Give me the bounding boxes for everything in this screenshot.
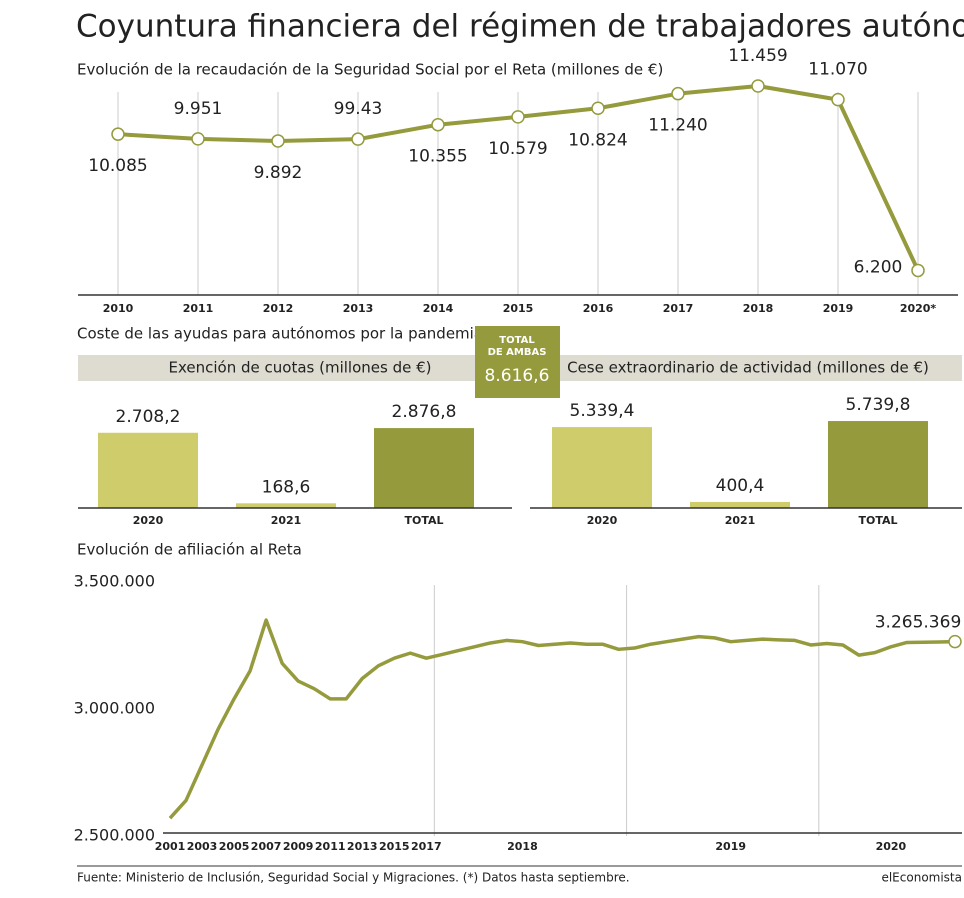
value-label: 400,4 bbox=[716, 476, 765, 496]
header-band bbox=[530, 355, 962, 381]
point bbox=[671, 86, 685, 101]
x-tick-label: 2003 bbox=[187, 840, 218, 853]
bar bbox=[98, 432, 198, 508]
point bbox=[271, 134, 285, 148]
value-label: 10.579 bbox=[488, 139, 547, 159]
bar bbox=[236, 503, 336, 508]
chart-title: Exención de cuotas (millones de €) bbox=[169, 359, 432, 377]
x-tick-label: 2013 bbox=[343, 302, 374, 315]
value-label: 99.43 bbox=[334, 99, 383, 119]
x-tick-label: 2015 bbox=[379, 840, 410, 853]
value-label: 9.892 bbox=[254, 163, 303, 183]
brand: elEconomista bbox=[881, 871, 962, 885]
value-label: 10.085 bbox=[88, 156, 147, 176]
point bbox=[591, 101, 605, 116]
chart-title: Cese extraordinario de actividad (millon… bbox=[567, 359, 929, 377]
point bbox=[831, 92, 845, 107]
x-tick-label: 2014 bbox=[423, 302, 454, 315]
x-tick-label: 2018 bbox=[507, 840, 538, 853]
x-tick-label: 2005 bbox=[219, 840, 250, 853]
x-tick-label: 2011 bbox=[183, 302, 214, 315]
chart-title: Evolución de afiliación al Reta bbox=[77, 541, 302, 559]
title: Coyuntura financiera del régimen de trab… bbox=[76, 9, 964, 45]
point bbox=[431, 117, 445, 132]
bar bbox=[374, 428, 474, 508]
x-tick-label: 2015 bbox=[503, 302, 534, 315]
x-tick-label: 2010 bbox=[103, 302, 134, 315]
x-tick-label: 2020 bbox=[876, 840, 907, 853]
value-label: 5.339,4 bbox=[570, 401, 635, 421]
point bbox=[751, 79, 765, 93]
source: Fuente: Ministerio de Inclusión, Segurid… bbox=[77, 871, 630, 885]
point bbox=[911, 263, 925, 278]
y-tick-label: 2.500.000 bbox=[74, 826, 155, 845]
x-tick-label: 2012 bbox=[263, 302, 294, 315]
x-tick-label: 2011 bbox=[315, 840, 346, 853]
x-tick-label: 2001 bbox=[155, 840, 186, 853]
x-tick-label: 2020 bbox=[587, 514, 618, 527]
point bbox=[191, 132, 205, 146]
x-tick-label: TOTAL bbox=[858, 514, 897, 527]
value-label: 2.876,8 bbox=[392, 402, 457, 422]
x-tick-label: 2016 bbox=[583, 302, 614, 315]
total-box bbox=[475, 326, 560, 398]
x-tick-label: 2021 bbox=[271, 514, 302, 527]
value-label: 11.459 bbox=[728, 46, 787, 66]
bar bbox=[828, 421, 928, 508]
value-label: 10.824 bbox=[568, 130, 627, 150]
x-tick-label: 2017 bbox=[411, 840, 442, 853]
bar bbox=[690, 501, 790, 508]
x-tick-label: TOTAL bbox=[404, 514, 443, 527]
y-tick-label: 3.000.000 bbox=[74, 699, 155, 718]
value-label: 11.240 bbox=[648, 116, 707, 136]
total-label: TOTAL bbox=[499, 335, 535, 346]
value-label: 11.070 bbox=[808, 60, 867, 80]
total-value: 8.616,6 bbox=[485, 366, 550, 386]
x-tick-label: 2017 bbox=[663, 302, 694, 315]
x-tick-label: 2021 bbox=[725, 514, 756, 527]
y-tick-label: 3.500.000 bbox=[74, 572, 155, 591]
value-label: 168,6 bbox=[262, 477, 311, 497]
chart-title: Evolución de la recaudación de la Seguri… bbox=[77, 61, 663, 79]
value-label: 3.265.369 bbox=[875, 613, 962, 633]
value-label: 2.708,2 bbox=[116, 407, 181, 427]
x-tick-label: 2013 bbox=[347, 840, 378, 853]
section-title: Coste de las ayudas para autónomos por l… bbox=[77, 325, 483, 343]
value-label: 9.951 bbox=[174, 99, 223, 119]
total-label: DE AMBAS bbox=[488, 347, 547, 358]
point bbox=[948, 634, 962, 649]
value-label: 5.739,8 bbox=[846, 395, 911, 415]
line bbox=[168, 618, 956, 820]
x-tick-label: 2009 bbox=[283, 840, 314, 853]
x-tick-label: 2019 bbox=[715, 840, 746, 853]
x-tick-label: 2020 bbox=[133, 514, 164, 527]
value-label: 10.355 bbox=[408, 147, 467, 167]
header-band bbox=[78, 355, 524, 381]
point bbox=[351, 132, 365, 146]
point bbox=[111, 127, 125, 141]
x-tick-label: 2019 bbox=[823, 302, 854, 315]
x-tick-label: 2007 bbox=[251, 840, 282, 853]
bar bbox=[552, 427, 652, 508]
x-tick-label: 2018 bbox=[743, 302, 774, 315]
value-label: 6.200 bbox=[854, 257, 903, 277]
point bbox=[511, 110, 525, 124]
x-tick-label: 2020* bbox=[900, 302, 937, 315]
